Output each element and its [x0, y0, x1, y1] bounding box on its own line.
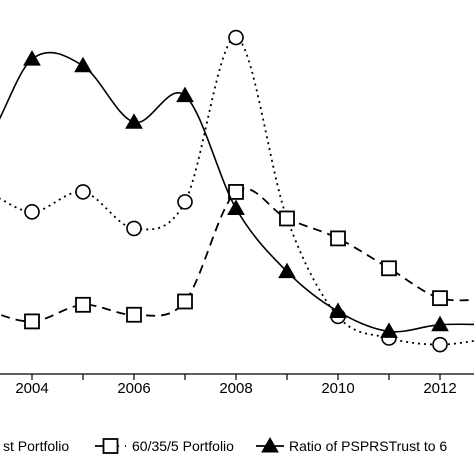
- series-2-point: [279, 210, 295, 227]
- series-3-point: [278, 262, 296, 279]
- legend-label: 60/35/5 Portfolio: [132, 438, 234, 454]
- series-3: [0, 50, 474, 338]
- x-tick-label: 2012: [423, 380, 456, 397]
- series-layer: [0, 29, 474, 353]
- series-3-point: [23, 50, 41, 66]
- series-1-line: [0, 36, 474, 346]
- series-2-point: [75, 296, 91, 313]
- series-1-point: [177, 194, 193, 210]
- legend-swatch-marker: [102, 438, 119, 454]
- series-3-point: [74, 56, 92, 73]
- x-tick-label: 2010: [321, 380, 354, 397]
- series-2-point: [228, 184, 244, 200]
- series-2: [0, 184, 474, 330]
- series-2-point: [432, 290, 448, 307]
- x-tick-label: 2008: [219, 380, 252, 397]
- legend-label: Ratio of PSPRSTrust to 6: [289, 438, 447, 454]
- legend-swatch-marker: [261, 436, 279, 453]
- series-1-point: [75, 184, 91, 200]
- series-3-point: [176, 86, 194, 103]
- series-2-point: [126, 306, 142, 323]
- series-3-point: [329, 302, 347, 318]
- series-2-point: [381, 260, 397, 277]
- legend: st Portfolio 60/35/5 Portfolio Ratio of PS…: [3, 436, 447, 454]
- series-2-point: [177, 293, 193, 310]
- series-1-point: [228, 29, 244, 46]
- legend-label: st Portfolio: [3, 438, 69, 454]
- series-3-point: [227, 199, 245, 216]
- series-3-point: [380, 322, 398, 338]
- x-tick-label: 2006: [117, 380, 150, 397]
- series-1-point: [432, 336, 448, 353]
- x-tick-layer: 2004 2006 2008 2010 2012: [15, 374, 457, 397]
- series-2-point: [330, 230, 346, 247]
- series-3-point: [431, 315, 449, 332]
- series-1-point: [24, 204, 40, 220]
- series-2-point: [24, 313, 40, 330]
- series-3-point: [125, 113, 143, 129]
- series-1-point: [126, 220, 142, 237]
- x-tick-label: 2004: [15, 380, 48, 397]
